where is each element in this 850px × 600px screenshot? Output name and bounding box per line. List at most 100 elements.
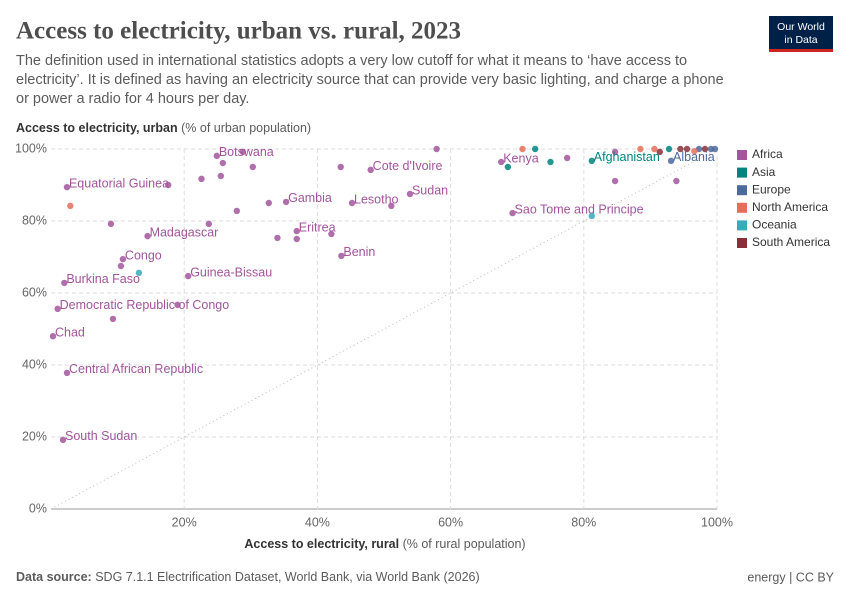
chart-title: Access to electricity, urban vs. rural, … [16,18,461,45]
point [348,199,356,207]
point [61,279,68,287]
y-tick-label: 20% [22,429,47,443]
point [667,157,675,165]
y-axis-unit: (% of urban population) [181,121,311,135]
point [504,163,512,171]
point [265,199,272,207]
point [651,145,658,153]
legend-swatch [737,220,747,231]
source-label: Data source: [16,570,92,584]
y-tick-label: 100% [15,141,47,155]
point [588,212,595,220]
point [63,183,71,191]
point [144,232,151,240]
point [338,252,345,260]
point [531,145,539,153]
point [174,301,181,309]
point-label: South Sudan [65,429,137,443]
point [611,177,619,185]
source: Data source: SDG 7.1.1 Electrification D… [16,570,480,584]
legend-swatch [737,150,747,160]
point-label: Albania [673,150,715,164]
point-label: Chad [55,325,85,339]
point [677,145,684,153]
point-label: Sao Tome and Principe [515,202,644,216]
logo-box [769,16,833,52]
point [59,436,67,444]
logo-text: in Data [784,34,817,46]
point [67,202,74,210]
point-label: Kenya [503,151,538,165]
point [337,163,344,171]
point-label: Madagascar [150,225,219,239]
legend-label: Asia [752,165,776,179]
point [205,220,213,228]
point [498,158,505,166]
point-label: Botswana [219,145,274,159]
point [701,145,709,153]
y-tick-label: 60% [22,285,47,299]
x-tick-label: 20% [172,515,197,529]
point-label: Benin [343,245,375,259]
point [711,145,719,153]
point [109,315,117,323]
point [54,305,61,313]
logo[interactable]: Our World in Data [769,16,833,52]
point-label: Guinea-Bissau [190,265,272,279]
point [656,148,663,156]
point [135,269,143,277]
x-tick-label: 100% [701,515,733,529]
point [509,209,516,217]
legend-swatch [737,185,747,196]
point [63,369,71,377]
logo-text: Our World [777,21,825,33]
point-label: Equatorial Guinea [69,176,169,190]
point-label: Lesotho [354,192,399,206]
y-tick-label: 40% [22,357,47,371]
legend-swatch [737,167,747,178]
point [547,158,554,166]
legend-label: South America [752,235,830,249]
subtitle: The definition used in international sta… [16,53,687,69]
point-label: Democratic Republic of Congo [60,298,230,312]
point [683,145,691,153]
x-tick-label: 40% [305,515,330,529]
point [433,145,440,153]
point [217,172,225,180]
point-label: Central African Republic [69,362,203,376]
y-tick-label: 0% [29,501,47,515]
subtitle: or power a radio for 4 hours per day. [16,91,249,107]
logo-bar [769,49,833,52]
point [611,148,619,156]
point [293,235,300,243]
point [673,177,680,185]
point-label: Burkina Faso [66,272,140,286]
point [274,234,281,242]
point [239,148,247,156]
license: energy | CC BY [747,570,834,584]
point-label: Gambia [288,191,332,205]
y-axis-label: Access to electricity, urban (% of urban… [16,121,311,135]
subtitle: electricity’. It is defined as having an… [16,72,724,88]
point-label: Congo [125,248,162,262]
point [388,202,395,210]
point-label: Afghanistan [594,150,660,164]
x-axis-title: Access to electricity, rural [244,537,399,551]
x-axis-label: Access to electricity, rural (% of rural… [244,537,525,551]
point [198,175,205,183]
point-labels: Botswana Equatorial Guinea Kenya Cote d'Ivo… [55,145,715,443]
point [117,262,125,270]
point [406,190,414,198]
legend-label: Oceania [752,218,797,232]
point [665,145,673,153]
legend-label: North America [752,200,828,214]
point [588,157,595,165]
point [107,220,115,228]
legend-label: Europe [752,182,791,196]
point [293,227,300,235]
point [213,152,221,160]
point [563,154,571,162]
point [184,272,192,280]
x-tick-label: 80% [571,515,596,529]
